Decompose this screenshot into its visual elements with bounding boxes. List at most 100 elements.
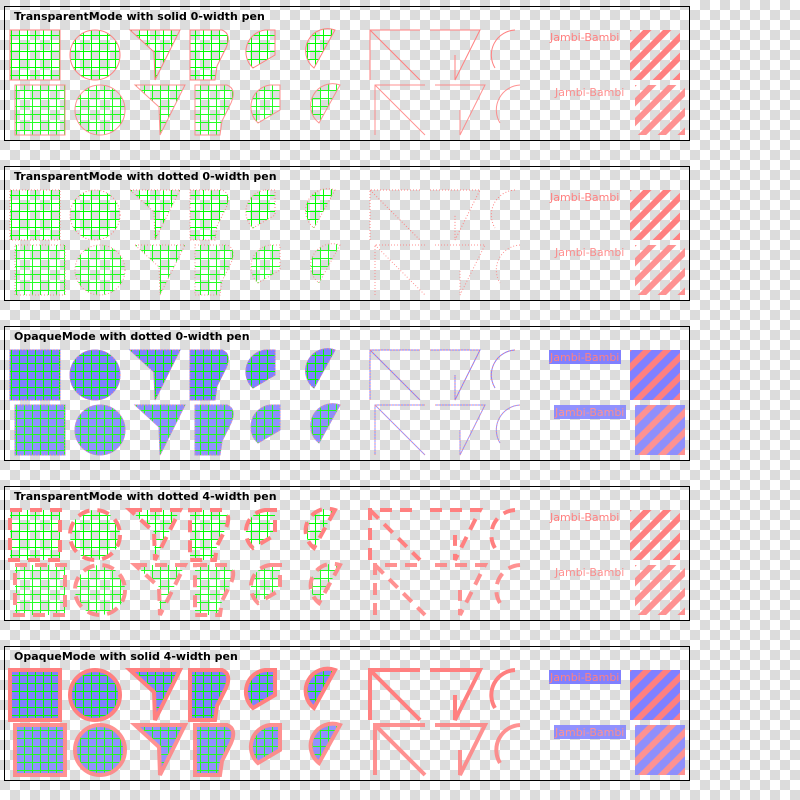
- shape-row: Jambi-Bambi: [9, 188, 680, 241]
- circle-shape: [73, 563, 127, 617]
- arc-shape: [495, 404, 521, 444]
- pie-shape: [308, 561, 343, 607]
- rounded-shape: [188, 668, 231, 722]
- rounded-shape: [194, 84, 234, 136]
- arc-shape: [495, 244, 521, 284]
- hatched-rect: [630, 190, 680, 240]
- text-background: [554, 725, 626, 739]
- pie-shape: [310, 243, 341, 284]
- polyline-shape: [430, 668, 484, 721]
- lines-shape: [373, 723, 427, 777]
- arc-shape: [495, 84, 521, 124]
- circle-shape: [69, 29, 121, 81]
- render-panel: OpaqueMode with dotted 0-width pen Jambi-…: [4, 326, 690, 461]
- sample-text: Jambi-Bambi: [549, 671, 619, 684]
- shape-row: Jambi-Bambi: [13, 721, 685, 777]
- shape-row: Jambi-Bambi: [13, 561, 685, 617]
- chord-shape: [243, 508, 277, 551]
- circle-shape: [69, 189, 121, 241]
- lines-shape: [369, 29, 421, 81]
- sample-text: Jambi-Bambi: [549, 351, 619, 364]
- lines-shape: [369, 349, 421, 401]
- polyline-shape: [430, 508, 484, 561]
- panel-title: TransparentMode with dotted 4-width pen: [14, 490, 277, 503]
- chord-shape: [250, 244, 281, 284]
- funnel-shape: [128, 349, 181, 401]
- polyline-shape: [430, 349, 481, 401]
- shape-row: Jambi-Bambi: [8, 666, 680, 722]
- polyline-shape: [430, 189, 481, 241]
- circle-shape: [69, 349, 121, 401]
- panel-border: [4, 6, 690, 141]
- shape-row: Jambi-Bambi: [9, 28, 680, 81]
- shape-row: Jambi-Bambi: [8, 506, 680, 562]
- rounded-shape: [189, 29, 229, 81]
- hatched-rect: [635, 565, 685, 615]
- hatched-rect: [630, 30, 680, 80]
- pie-shape: [305, 28, 336, 69]
- circle-shape: [74, 404, 126, 456]
- hatched-rect: [630, 350, 680, 400]
- chord-shape: [248, 563, 282, 606]
- circle-shape: [73, 723, 127, 777]
- rect-shape: [13, 563, 67, 617]
- arc-shape: [494, 723, 521, 765]
- funnel-shape: [133, 404, 186, 456]
- render-panel: TransparentMode with dotted 4-width pen J…: [4, 486, 690, 621]
- arc-shape: [489, 508, 516, 550]
- pie-shape: [303, 506, 338, 552]
- panel-title: TransparentMode with solid 0-width pen: [14, 10, 265, 23]
- arc-shape: [490, 189, 516, 229]
- panel-border: [4, 646, 690, 781]
- lines-shape: [368, 668, 422, 722]
- sample-text: Jambi-Bambi: [554, 566, 624, 579]
- circle-shape: [74, 84, 126, 136]
- funnel-shape: [133, 244, 186, 296]
- lines-shape: [369, 189, 421, 241]
- chord-shape: [250, 404, 281, 444]
- panel-title: OpaqueMode with solid 4-width pen: [14, 650, 238, 663]
- hatched-rect: [635, 85, 685, 135]
- rounded-shape: [193, 723, 236, 777]
- funnel-shape: [128, 189, 181, 241]
- render-panel: TransparentMode with solid 0-width pen Ja…: [4, 6, 690, 141]
- lines-shape: [374, 244, 426, 296]
- rect-shape: [8, 508, 62, 562]
- pie-shape: [305, 188, 336, 229]
- lines-shape: [374, 84, 426, 136]
- pie-shape: [310, 83, 341, 124]
- rect-shape: [13, 723, 67, 777]
- chord-shape: [250, 84, 281, 124]
- render-panel: TransparentMode with dotted 0-width pen J…: [4, 166, 690, 301]
- sample-text: Jambi-Bambi: [554, 726, 624, 739]
- sample-text: Jambi-Bambi: [554, 86, 624, 99]
- rounded-shape: [194, 244, 234, 296]
- render-panel: OpaqueMode with solid 4-width pen Jambi-B…: [4, 646, 690, 781]
- circle-shape: [68, 668, 122, 722]
- pie-shape: [310, 403, 341, 444]
- funnel-shape: [129, 723, 189, 776]
- hatched-rect: [630, 670, 680, 720]
- arc-shape: [489, 668, 516, 710]
- panel-border: [4, 326, 690, 461]
- sample-text: Jambi-Bambi: [549, 511, 619, 524]
- polyline-shape: [435, 84, 486, 136]
- rect-shape: [14, 404, 66, 456]
- pie-shape: [305, 348, 336, 389]
- funnel-shape: [124, 668, 184, 721]
- polyline-shape: [435, 723, 489, 776]
- rounded-shape: [194, 404, 234, 456]
- rounded-shape: [189, 189, 229, 241]
- rounded-shape: [188, 508, 231, 562]
- lines-shape: [374, 404, 426, 456]
- circle-shape: [74, 244, 126, 296]
- chord-shape: [248, 723, 282, 766]
- funnel-shape: [128, 29, 181, 81]
- lines-shape: [368, 508, 422, 562]
- rect-shape: [9, 349, 61, 401]
- circle-shape: [68, 508, 122, 562]
- panel-title: TransparentMode with dotted 0-width pen: [14, 170, 277, 183]
- chord-shape: [245, 189, 276, 229]
- polyline-shape: [435, 244, 486, 296]
